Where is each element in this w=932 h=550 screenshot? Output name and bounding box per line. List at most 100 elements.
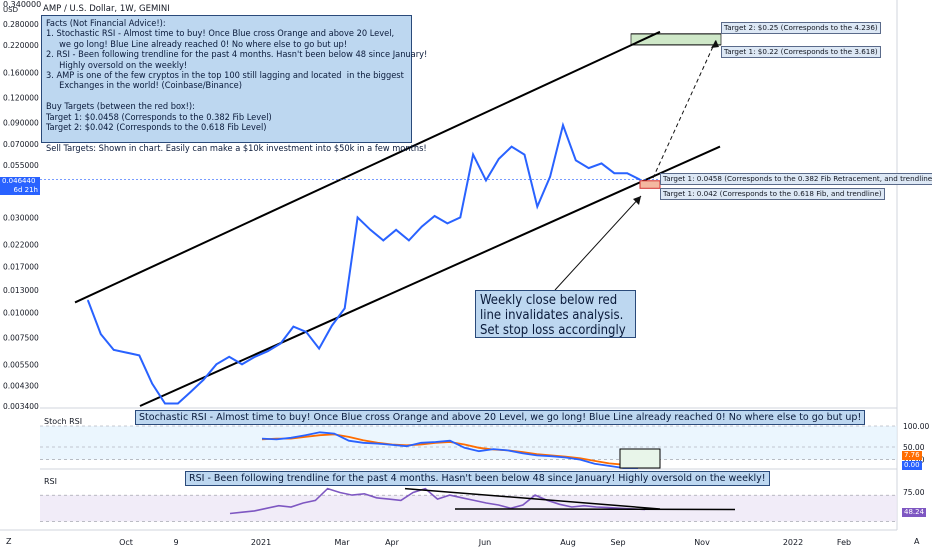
price-point <box>138 354 141 357</box>
price-point <box>626 172 628 174</box>
countdown-badge: 6d 21h <box>0 186 40 195</box>
price-point <box>485 179 487 182</box>
currency-label: USD <box>3 6 18 14</box>
time-axis-label: 2021 <box>251 538 271 547</box>
rsi-label[interactable]: RSI <box>44 477 57 486</box>
top-price-tick: 0.340000 <box>3 0 42 9</box>
price-tick-label: 0.007500 <box>3 333 39 342</box>
rsi-banner[interactable]: RSI - Been following trendline for the p… <box>185 471 770 486</box>
price-point <box>228 356 231 358</box>
price-point <box>497 158 500 160</box>
sell-target-2-label[interactable]: Target 2: $0.25 (Corresponds to the 4.23… <box>721 22 881 34</box>
facts-note[interactable]: Facts (Not Financial Advice!): 1. Stocha… <box>41 15 427 154</box>
rsi-tick-label: 75.00 <box>903 488 925 497</box>
time-axis-label: Sep <box>610 538 625 547</box>
price-point <box>408 239 410 242</box>
current-price-badge: 0.046440 <box>0 177 40 186</box>
price-point <box>356 216 359 219</box>
price-point <box>613 172 616 174</box>
rsi-down-trendline <box>404 487 661 510</box>
price-point <box>382 239 385 242</box>
time-axis-label: Aug <box>560 538 576 547</box>
price-tick-label: 0.003400 <box>3 402 39 411</box>
price-point <box>305 331 308 333</box>
price-tick-label: 0.090000 <box>3 118 39 127</box>
price-point <box>459 216 462 219</box>
price-tick-label: 0.220000 <box>3 41 39 50</box>
stoch-k-line <box>261 431 638 469</box>
price-point <box>420 225 423 228</box>
time-axis-label: 2022 <box>783 538 803 547</box>
time-axis-label: 9 <box>173 538 178 547</box>
time-axis-label: Nov <box>694 538 710 547</box>
price-tick-label: 0.120000 <box>3 93 39 102</box>
buy-target-1-label[interactable]: Target 1: 0.0458 (Corresponds to the 0.3… <box>660 173 932 185</box>
price-tick-label: 0.005500 <box>3 360 39 369</box>
stoch-rsi-banner[interactable]: Stochastic RSI - Almost time to buy! Onc… <box>135 410 866 425</box>
stoch-rsi-label[interactable]: Stoch RSI <box>44 417 83 426</box>
price-point <box>523 153 526 156</box>
stoch-highlight-box <box>619 448 661 469</box>
price-point <box>266 350 269 353</box>
price-tick-label: 0.017000 <box>3 263 39 272</box>
price-point <box>279 342 282 345</box>
stoch-d-line <box>261 433 638 466</box>
price-tick-label: 0.022000 <box>3 240 39 249</box>
price-tick-label: 0.055000 <box>3 161 39 170</box>
stop-arrow <box>554 195 642 291</box>
stoch-band <box>40 426 897 460</box>
price-point <box>395 229 397 231</box>
price-tick-label: 0.280000 <box>3 20 39 29</box>
buy-target-box <box>639 180 661 189</box>
time-axis-label: Mar <box>334 538 350 547</box>
stop-loss-note[interactable]: Weekly close below red line invalidates … <box>475 290 636 338</box>
projection-arrowhead <box>711 40 719 48</box>
price-point <box>510 145 513 148</box>
stoch-tick-label: 100.00 <box>903 422 929 431</box>
price-point <box>241 363 243 366</box>
price-point <box>446 222 449 225</box>
price-point <box>600 162 603 165</box>
price-tick-label: 0.160000 <box>3 68 39 77</box>
price-tick-label: 0.030000 <box>3 213 39 222</box>
price-point <box>151 382 153 385</box>
price-point <box>343 307 346 310</box>
stoch-k-badge: 0.00 <box>902 461 922 470</box>
price-point <box>562 124 564 127</box>
symbol-title[interactable]: AMP / U.S. Dollar, 1W, GEMINI <box>43 4 170 14</box>
channel-lower-trendline <box>139 145 721 407</box>
price-line <box>87 121 641 405</box>
sell-target-1-label[interactable]: Target 1: $0.22 (Corresponds to the 3.61… <box>721 46 881 58</box>
price-tick-label: 0.070000 <box>3 140 39 149</box>
price-point <box>100 333 102 335</box>
price-point <box>164 402 166 405</box>
stop-arrowhead <box>633 196 641 205</box>
price-point <box>549 175 551 178</box>
price-tick-label: 0.004300 <box>3 382 39 391</box>
price-point <box>125 351 128 354</box>
price-point <box>215 363 218 366</box>
price-point <box>433 215 436 217</box>
stoch-d-badge: 7.76 <box>902 451 922 460</box>
time-axis-label: Jun <box>478 538 492 547</box>
rsi-value-badge: 48.24 <box>902 508 927 517</box>
price-point <box>369 229 372 231</box>
time-axis-label: Feb <box>837 538 851 547</box>
buy-target-2-label[interactable]: Target 1: 0.042 (Corresponds to the 0.61… <box>660 188 885 200</box>
price-point <box>331 324 333 327</box>
price-point <box>189 391 192 393</box>
price-point <box>292 325 295 328</box>
price-point <box>575 159 577 162</box>
price-point <box>112 349 115 351</box>
corner-left-z[interactable]: Z <box>6 537 12 546</box>
price-tick-label: 0.010000 <box>3 309 39 318</box>
price-point <box>472 153 474 156</box>
corner-right-a[interactable]: A <box>914 537 920 546</box>
stoch-tick-label: 20.00 <box>903 456 925 465</box>
price-point <box>177 402 179 405</box>
price-point <box>536 205 539 208</box>
price-point <box>318 347 320 350</box>
time-axis-label: Oct <box>119 538 133 547</box>
time-axis-label: Apr <box>385 538 400 547</box>
